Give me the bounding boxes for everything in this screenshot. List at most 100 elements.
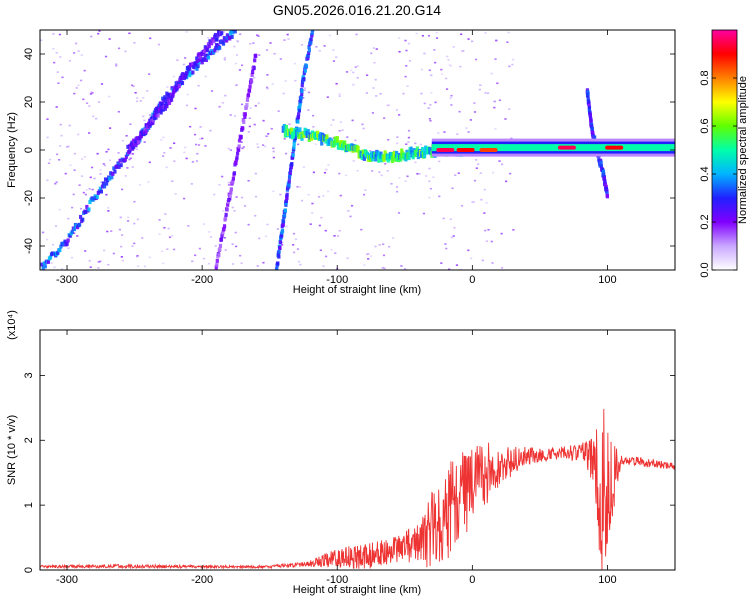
spectrogram-noise-cell xyxy=(99,169,102,171)
spectrogram-noise-cell xyxy=(414,142,417,145)
spectrogram-track-cell xyxy=(128,146,133,151)
spectrogram-noise-cell xyxy=(487,228,490,231)
spectrogram-noise-cell xyxy=(201,137,204,140)
spectrogram-noise-cell xyxy=(173,142,176,145)
spectrogram-noise-cell xyxy=(460,33,463,36)
spectrogram-track-cell xyxy=(181,72,185,77)
spectrogram-noise-cell xyxy=(135,255,139,258)
spectrogram-noise-cell xyxy=(197,84,200,87)
snr-y-tick-label: 3 xyxy=(23,372,35,378)
spectrogram-noise-cell xyxy=(462,50,465,52)
spectrogram-noise-cell xyxy=(407,42,411,45)
spectrogram-noise-cell xyxy=(437,132,440,134)
spectrogram-track-cell xyxy=(228,196,232,201)
spectrogram-track-cell xyxy=(221,41,226,46)
spectrogram-noise-cell xyxy=(187,225,190,227)
spectrogram-noise-cell xyxy=(267,133,270,135)
spectrogram-noise-cell xyxy=(443,131,446,133)
spectrogram-noise-cell xyxy=(266,223,269,226)
spectrogram-noise-cell xyxy=(406,85,409,88)
spectrogram-track-cell xyxy=(95,194,99,199)
spectrogram-noise-cell xyxy=(139,100,142,102)
spectrogram-noise-cell xyxy=(207,262,211,265)
spectrogram-noise-cell xyxy=(428,117,431,120)
spectrogram-noise-cell xyxy=(110,230,113,232)
spectrogram-noise-cell xyxy=(191,260,194,263)
spectrogram-noise-cell xyxy=(56,71,59,73)
spectrogram-track-cell xyxy=(218,247,222,252)
spectrogram-track-cell xyxy=(591,130,595,135)
spectrogram-noise-cell xyxy=(213,193,216,196)
spectrogram-track-cell xyxy=(70,229,74,234)
spectrogram-track-cell xyxy=(208,51,213,56)
spectrogram-track-cell xyxy=(220,31,224,36)
spectrogram-noise-cell xyxy=(422,212,426,215)
spectrogram-track-cell xyxy=(235,151,240,156)
spectrogram-track-cell xyxy=(63,239,67,244)
spectrogram-noise-cell xyxy=(142,96,145,99)
snr-panel: -300 -200 -100 0 100 0 1 2 3 Height of straight… xyxy=(6,310,676,596)
spectrogram-track-cell xyxy=(283,208,287,213)
spectrogram-noise-cell xyxy=(194,143,198,146)
spectrogram-noise-cell xyxy=(136,97,139,99)
spectrogram-noise-cell xyxy=(254,195,258,198)
spectrogram-track-cell xyxy=(252,66,256,71)
spectrogram-noise-cell xyxy=(335,82,338,85)
spectrogram-noise-cell xyxy=(493,106,496,109)
spectrogram-track-cell xyxy=(215,263,219,268)
spectrogram-noise-cell xyxy=(440,262,443,264)
spectrogram-track-cell xyxy=(409,146,413,154)
spectrogram-noise-cell xyxy=(216,51,219,53)
spectrogram-noise-cell xyxy=(492,171,495,174)
spectrogram-noise-cell xyxy=(88,132,91,134)
spectrogram-track-cell xyxy=(226,202,230,207)
spectrogram-noise-cell xyxy=(129,157,132,160)
spectrogram-noise-cell xyxy=(80,54,83,56)
spectrogram-noise-cell xyxy=(157,43,161,46)
spectrogram-noise-cell xyxy=(404,268,407,270)
spectrogram-noise-cell xyxy=(92,115,95,118)
spectrogram-noise-cell xyxy=(477,163,480,166)
spectrogram-noise-cell xyxy=(392,237,395,239)
colorbar-tick-label: 0.6 xyxy=(699,118,711,133)
spectrogram-noise-cell xyxy=(104,55,108,58)
spectrogram-noise-cell xyxy=(85,102,89,104)
spectrogram-noise-cell xyxy=(97,101,101,103)
spectrogram-noise-cell xyxy=(173,160,176,162)
spectrogram-noise-cell xyxy=(322,195,325,197)
spectrogram-noise-cell xyxy=(254,105,257,107)
spectrogram-noise-cell xyxy=(170,235,174,237)
spectrogram-y-tick-label: -40 xyxy=(23,238,35,254)
spectrogram-noise-cell xyxy=(248,125,251,128)
spectrogram-track-cell xyxy=(226,200,230,205)
spectrogram-noise-cell xyxy=(483,188,486,191)
spectrogram-noise-cell xyxy=(254,214,257,217)
spectrogram-noise-cell xyxy=(486,92,490,94)
spectrogram-noise-cell xyxy=(423,102,426,105)
spectrogram-noise-cell xyxy=(369,149,372,152)
spectrogram-noise-cell xyxy=(242,146,245,148)
spectrogram-noise-cell xyxy=(97,32,100,35)
spectrogram-noise-cell xyxy=(480,198,483,201)
spectrogram-x-ticks: -300 -200 -100 0 100 xyxy=(56,30,617,286)
spectrogram-noise-cell xyxy=(314,143,317,146)
spectrogram-noise-cell xyxy=(494,128,497,130)
spectrogram-noise-cell xyxy=(91,188,94,191)
spectrogram-track-cell xyxy=(171,92,175,97)
spectrogram-noise-cell xyxy=(182,63,186,66)
spectrogram-track-cell xyxy=(362,153,366,161)
spectrogram-noise-cell xyxy=(84,250,87,252)
spectrogram-noise-cell xyxy=(296,143,300,146)
spectrogram-noise-cell xyxy=(371,170,374,172)
spectrogram-noise-cell xyxy=(185,157,188,160)
spectrogram-track-cell xyxy=(307,48,311,53)
spectrogram-noise-cell xyxy=(373,61,376,64)
spectrogram-track-cell xyxy=(185,70,189,75)
spectrogram-noise-cell xyxy=(235,84,238,86)
spectrogram-noise-cell xyxy=(46,118,49,120)
spectrogram-noise-cell xyxy=(405,65,408,67)
spectrogram-noise-cell xyxy=(292,244,295,246)
spectrogram-noise-cell xyxy=(162,155,165,157)
spectrogram-noise-cell xyxy=(452,46,455,48)
spectrogram-noise-cell xyxy=(174,193,177,195)
